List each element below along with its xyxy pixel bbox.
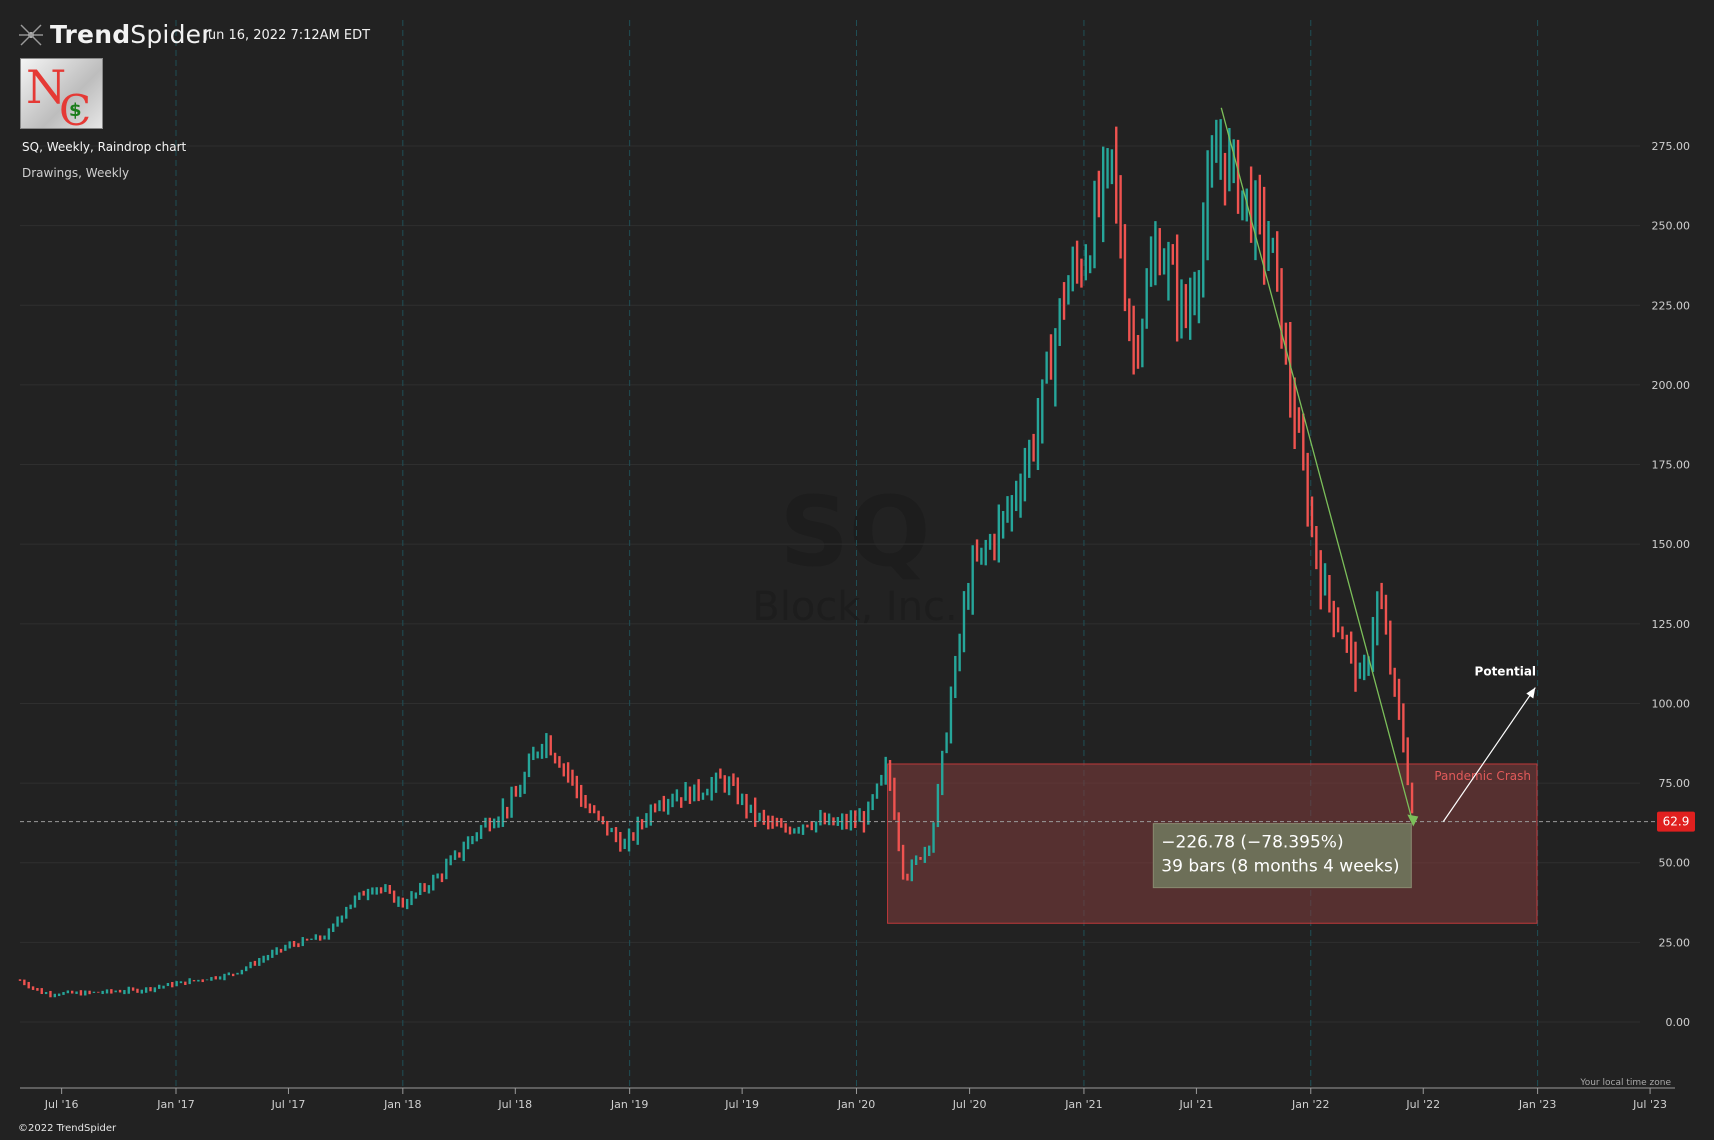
x-tick-label: Jul '18 <box>497 1098 532 1111</box>
x-tick-label: Jan '23 <box>1518 1098 1556 1111</box>
x-tick-label: Jan '20 <box>837 1098 875 1111</box>
trend-arrow-head <box>1407 814 1419 827</box>
x-axis: Jul '16 Jan '17 Jul '17 Jan '18 Jul '18 Jan '… <box>44 1088 1667 1111</box>
x-tick-label: Jul '17 <box>271 1098 306 1111</box>
x-tick-label: Jan '18 <box>383 1098 421 1111</box>
y-tick-label: 200.00 <box>1652 379 1691 392</box>
x-tick-label: Jul '19 <box>724 1098 759 1111</box>
potential-arrow[interactable] <box>1442 687 1536 822</box>
y-tick-label: 275.00 <box>1652 140 1691 153</box>
measure-box: −226.78 (−78.395%) 39 bars (8 months 4 w… <box>1152 823 1412 889</box>
chart-title: SQ, Weekly, Raindrop chart <box>22 140 187 154</box>
y-tick-label: 225.00 <box>1652 299 1691 312</box>
x-tick-label: Jan '21 <box>1064 1098 1102 1111</box>
x-tick-label: Jan '17 <box>156 1098 194 1111</box>
trend-measure-line[interactable] <box>1220 107 1414 825</box>
x-tick-label: Jul '21 <box>1179 1098 1214 1111</box>
timezone-note: Your local time zone <box>1580 1078 1671 1088</box>
y-tick-label: 50.00 <box>1659 857 1691 870</box>
x-tick-label: Jan '19 <box>610 1098 648 1111</box>
y-tick-label: 25.00 <box>1659 936 1691 949</box>
y-tick-label: 75.00 <box>1659 777 1691 790</box>
measure-duration: 39 bars (8 months 4 weeks) <box>1161 857 1399 877</box>
dollar-icon: $ <box>69 100 82 121</box>
last-price-value: 62.9 <box>1663 815 1690 829</box>
y-tick-label: 100.00 <box>1652 697 1691 710</box>
copyright: ©2022 TrendSpider <box>18 1123 117 1134</box>
measure-change: −226.78 (−78.395%) <box>1161 833 1343 853</box>
last-price-tag: 62.9 <box>1657 811 1695 832</box>
candles-layer <box>18 119 1414 998</box>
watermark-symbol: SQ <box>780 476 931 588</box>
y-axis: 0.00 25.00 50.00 75.00 100.00 125.00 150.00 175… <box>1652 140 1691 1029</box>
x-tick-label: Jan '22 <box>1291 1098 1329 1111</box>
x-tick-label: Jul '23 <box>1632 1098 1667 1111</box>
drawings-label: Drawings, Weekly <box>22 166 130 180</box>
y-tick-label: 250.00 <box>1652 220 1691 233</box>
y-tick-label: 125.00 <box>1652 618 1691 631</box>
y-tick-label: 0.00 <box>1666 1016 1691 1029</box>
logo-letter-c: C <box>59 86 91 128</box>
nc-logo: N C $ <box>20 58 103 135</box>
spider-logo-icon <box>19 24 43 45</box>
potential-arrow-head <box>1526 687 1536 699</box>
chart-timestamp: Jun 16, 2022 7:12AM EDT <box>204 28 371 43</box>
y-tick-label: 150.00 <box>1652 538 1691 551</box>
watermark-company: Block, Inc. <box>752 584 957 630</box>
brand: TrendSpider <box>18 20 212 49</box>
grid-layer <box>20 20 1640 1088</box>
x-tick-label: Jul '20 <box>952 1098 987 1111</box>
y-tick-label: 175.00 <box>1652 459 1691 472</box>
potential-label: Potential <box>1475 665 1537 679</box>
logo-letter-n: N <box>26 60 66 114</box>
brand-name: TrendSpider <box>50 20 212 49</box>
x-tick-label: Jul '22 <box>1405 1098 1440 1111</box>
pandemic-crash-label: Pandemic Crash <box>1434 769 1531 783</box>
x-tick-label: Jul '16 <box>44 1098 79 1111</box>
